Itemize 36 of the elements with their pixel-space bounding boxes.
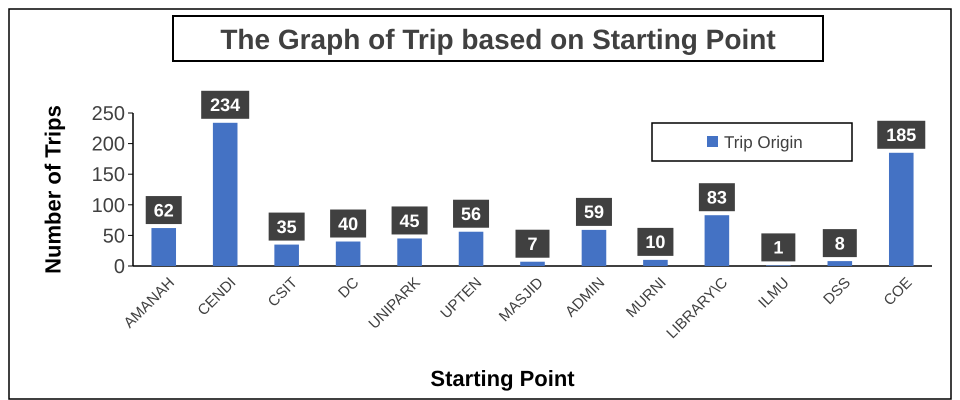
bar (397, 238, 422, 266)
data-label: 62 (154, 200, 174, 220)
bar (458, 232, 484, 266)
data-label: 1 (773, 238, 784, 258)
data-label: 83 (706, 188, 727, 208)
bar (212, 122, 238, 266)
bar (336, 242, 360, 266)
chart-title: The Graph of Trip based on Starting Point (220, 24, 776, 55)
data-label: 8 (834, 233, 845, 254)
data-label: 59 (584, 202, 604, 222)
data-label: 10 (645, 232, 666, 252)
data-label: 40 (338, 214, 358, 234)
y-tick-label: 50 (102, 225, 125, 248)
y-axis-title: Number of Trips (40, 105, 66, 274)
bar (274, 244, 299, 266)
bar (828, 261, 852, 266)
data-label: 56 (461, 204, 482, 224)
bar (151, 228, 176, 266)
bar (704, 215, 730, 266)
x-tick-label: DC (335, 274, 362, 302)
data-label: 35 (276, 216, 297, 237)
bar (582, 230, 606, 266)
bar (520, 262, 545, 266)
data-label: 45 (400, 210, 420, 231)
y-tick-label: 100 (92, 194, 125, 217)
y-tick-label: 250 (92, 103, 125, 125)
y-tick-label: 200 (92, 134, 125, 156)
y-tick-label: 0 (114, 256, 125, 278)
data-label: 7 (527, 234, 538, 254)
data-label: 185 (886, 125, 916, 146)
x-axis-title: Starting Point (430, 366, 576, 391)
y-tick-label: 150 (92, 164, 125, 186)
legend-label: Trip Origin (724, 132, 803, 152)
bar (643, 260, 668, 266)
bar (888, 152, 914, 266)
data-label: 234 (210, 95, 240, 116)
